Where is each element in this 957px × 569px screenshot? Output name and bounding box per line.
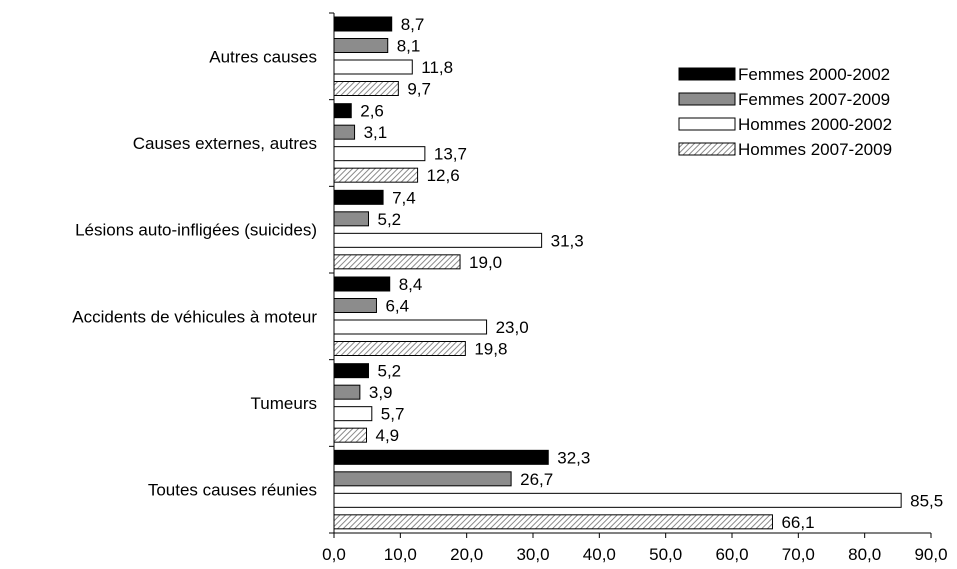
legend-swatch-femmes-2000-2002 bbox=[678, 67, 736, 81]
legend-label-hommes-2000-2002: Hommes 2000-2002 bbox=[738, 115, 892, 134]
data-label: 11,8 bbox=[421, 58, 453, 77]
bars bbox=[333, 16, 902, 530]
legend: Femmes 2000-2002 Femmes 2007-2009 Hommes 2… bbox=[678, 65, 892, 159]
bar-femmes-2007-2009-accidents-de-vehicules-a-moteur bbox=[333, 298, 377, 313]
data-label: 8,1 bbox=[397, 37, 421, 56]
bar-femmes-2000-2002-toutes-causes-reunies bbox=[333, 449, 549, 465]
bar-hommes-2007-2009-lesions-auto-infligees-suicides bbox=[333, 254, 461, 270]
x-tick-label: 90,0 bbox=[914, 545, 947, 564]
data-label: 5,7 bbox=[381, 405, 405, 424]
data-labels: 32,326,7 85,5 66,1 5,2 3,9 5,7 4,9 8,4 6,4 23,0 19… bbox=[360, 15, 943, 532]
bar-hommes-2007-2009-autres-causes bbox=[333, 81, 399, 96]
legend-label-femmes-2000-2002: Femmes 2000-2002 bbox=[738, 65, 890, 84]
data-label: 31,3 bbox=[551, 231, 584, 250]
category-label-tumeurs: Tumeurs bbox=[251, 394, 317, 413]
x-tick-label: 0,0 bbox=[322, 545, 346, 564]
data-label: 66,1 bbox=[781, 513, 814, 532]
bar-hommes-2000-2002-autres-causes bbox=[333, 59, 413, 75]
bar-hommes-2007-2009-tumeurs bbox=[333, 427, 368, 443]
data-label: 19,0 bbox=[469, 253, 502, 272]
data-label: 3,9 bbox=[369, 383, 393, 402]
data-label: 5,2 bbox=[377, 210, 401, 229]
bar-hommes-2000-2002-accidents-de-vehicules-a-moteur bbox=[333, 319, 488, 335]
legend-label-hommes-2007-2009: Hommes 2007-2009 bbox=[738, 140, 892, 159]
x-tick-label: 20,0 bbox=[450, 545, 483, 564]
data-label: 6,4 bbox=[385, 297, 409, 316]
bar-hommes-2007-2009-accidents-de-vehicules-a-moteur bbox=[333, 341, 466, 356]
bar-hommes-2007-2009-toutes-causes-reunies bbox=[333, 514, 773, 530]
x-tick-label: 30,0 bbox=[516, 545, 549, 564]
bar-femmes-2007-2009-lesions-auto-infligees-suicides bbox=[333, 211, 369, 227]
x-tick-label: 80,0 bbox=[848, 545, 881, 564]
data-label: 19,8 bbox=[474, 340, 507, 359]
category-label-autres-causes: Autres causes bbox=[209, 47, 317, 66]
x-tick-label: 10,0 bbox=[384, 545, 417, 564]
data-label: 32,3 bbox=[557, 448, 590, 467]
data-label: 2,6 bbox=[360, 102, 384, 121]
legend-swatch-hommes-2007-2009 bbox=[678, 142, 736, 156]
data-label: 7,4 bbox=[392, 188, 416, 207]
data-label: 4,9 bbox=[376, 426, 400, 445]
bar-femmes-2007-2009-tumeurs bbox=[333, 384, 361, 400]
data-label: 13,7 bbox=[434, 145, 467, 164]
bar-hommes-2000-2002-causes-externes-autres bbox=[333, 146, 426, 162]
bar-hommes-2007-2009-causes-externes-autres bbox=[333, 167, 419, 183]
category-label-lesions-auto-infligees-suicides: Lésions auto-infligées (suicides) bbox=[75, 221, 317, 240]
category-label-accidents-de-vehicules-a-moteur: Accidents de véhicules à moteur bbox=[72, 307, 317, 326]
x-tick-label: 70,0 bbox=[782, 545, 815, 564]
data-label: 8,4 bbox=[399, 275, 423, 294]
data-label: 8,7 bbox=[401, 15, 425, 34]
data-label: 12,6 bbox=[427, 166, 460, 185]
bar-femmes-2007-2009-causes-externes-autres bbox=[333, 124, 356, 140]
bar-hommes-2000-2002-tumeurs bbox=[333, 406, 373, 422]
bar-hommes-2000-2002-toutes-causes-reunies bbox=[333, 492, 902, 508]
x-tick-label: 50,0 bbox=[649, 545, 682, 564]
legend-label-femmes-2007-2009: Femmes 2007-2009 bbox=[738, 90, 890, 109]
data-label: 5,2 bbox=[377, 362, 401, 381]
category-label-toutes-causes-reunies: Toutes causes réunies bbox=[148, 481, 317, 500]
data-label: 23,0 bbox=[496, 318, 529, 337]
bar-femmes-2000-2002-causes-externes-autres bbox=[333, 103, 352, 119]
x-tick-label: 60,0 bbox=[715, 545, 748, 564]
bar-femmes-2000-2002-accidents-de-vehicules-a-moteur bbox=[333, 276, 391, 292]
data-label: 26,7 bbox=[520, 470, 553, 489]
data-label: 3,1 bbox=[364, 123, 388, 142]
x-tick-label: 40,0 bbox=[583, 545, 616, 564]
legend-swatch-femmes-2007-2009 bbox=[678, 92, 736, 106]
bar-femmes-2000-2002-autres-causes bbox=[333, 16, 393, 32]
data-label: 85,5 bbox=[910, 491, 943, 510]
axes: 0,0 10,0 20,0 30,0 40,0 50,0 60,0 70,0 80,0 90,0 T… bbox=[72, 12, 948, 564]
data-label: 9,7 bbox=[407, 80, 431, 99]
bar-femmes-2007-2009-autres-causes bbox=[333, 38, 389, 53]
bar-femmes-2007-2009-toutes-causes-reunies bbox=[333, 471, 512, 487]
bar-femmes-2000-2002-tumeurs bbox=[333, 363, 369, 379]
bar-femmes-2000-2002-lesions-auto-infligees-suicides bbox=[333, 189, 384, 205]
bar-hommes-2000-2002-lesions-auto-infligees-suicides bbox=[333, 232, 543, 248]
legend-swatch-hommes-2000-2002 bbox=[678, 117, 736, 131]
category-label-causes-externes-autres: Causes externes, autres bbox=[133, 134, 317, 153]
